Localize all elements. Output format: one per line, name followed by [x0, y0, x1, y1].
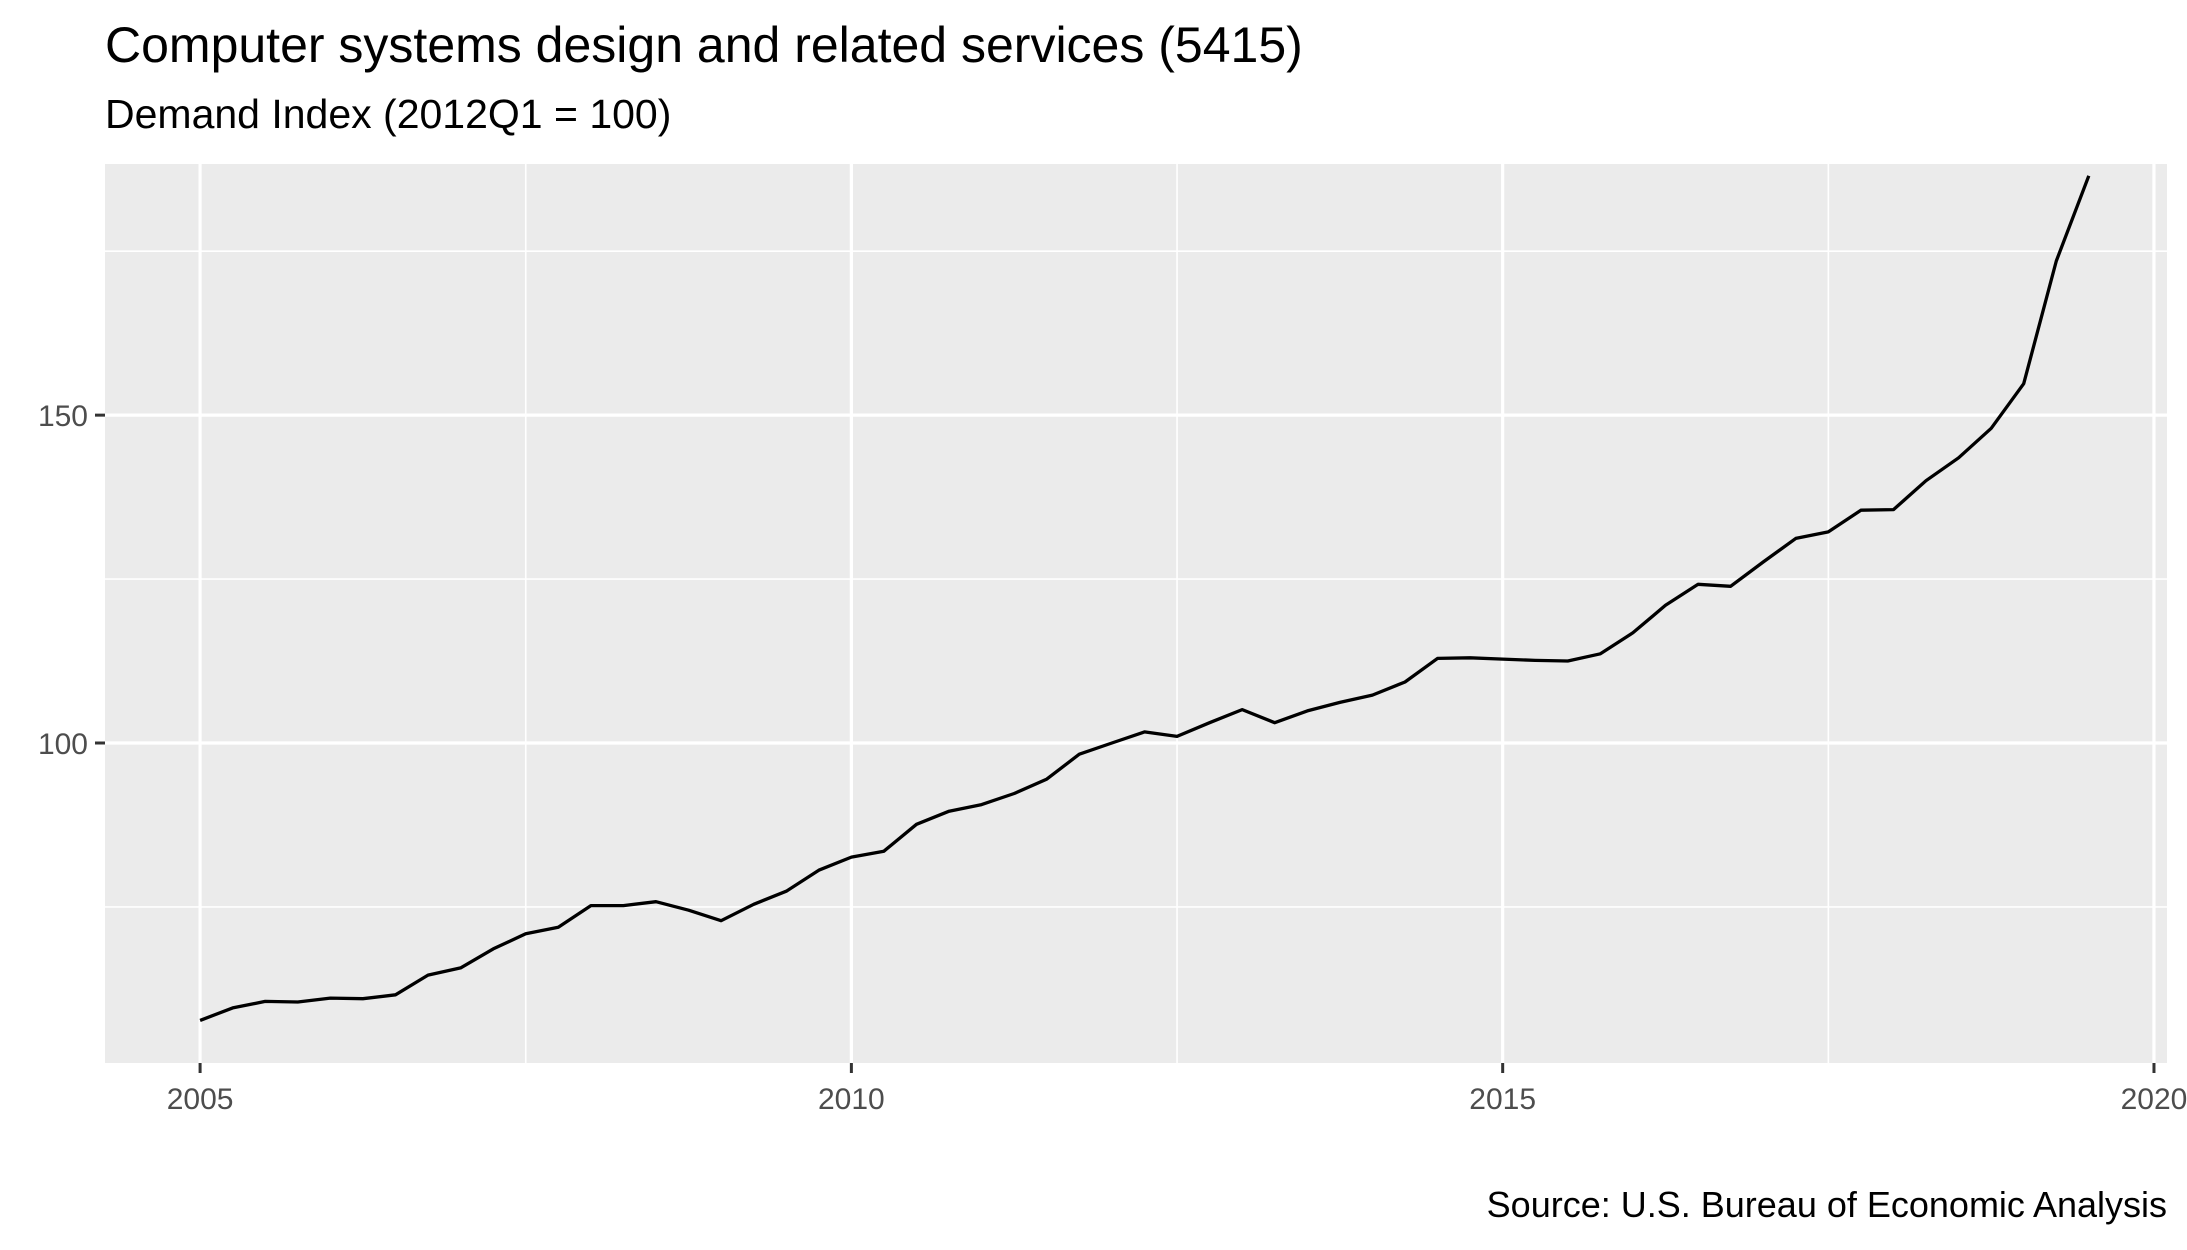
series-line: [199, 175, 2091, 1022]
x-tick-label: 2010: [818, 1083, 885, 1116]
plot-panel: [105, 164, 2167, 1063]
chart-title: Computer systems design and related serv…: [105, 17, 1303, 73]
y-tick-label: 100: [38, 728, 88, 761]
axis-ticks: [95, 413, 2156, 1073]
x-tick-label: 2005: [167, 1083, 234, 1116]
x-tick-labels: 2005 2010 2015 2020: [167, 1083, 2187, 1116]
minor-gridlines: [105, 164, 2167, 1063]
x-tick-label: 2015: [1469, 1083, 1536, 1116]
y-tick-label: 150: [38, 400, 88, 433]
major-gridlines: [105, 164, 2167, 1063]
chart-subtitle: Demand Index (2012Q1 = 100): [105, 91, 672, 137]
x-tick-label: 2020: [2121, 1083, 2187, 1116]
y-tick-labels: 100 150: [38, 400, 88, 761]
source-caption: Source: U.S. Bureau of Economic Analysis: [1486, 1184, 2167, 1225]
